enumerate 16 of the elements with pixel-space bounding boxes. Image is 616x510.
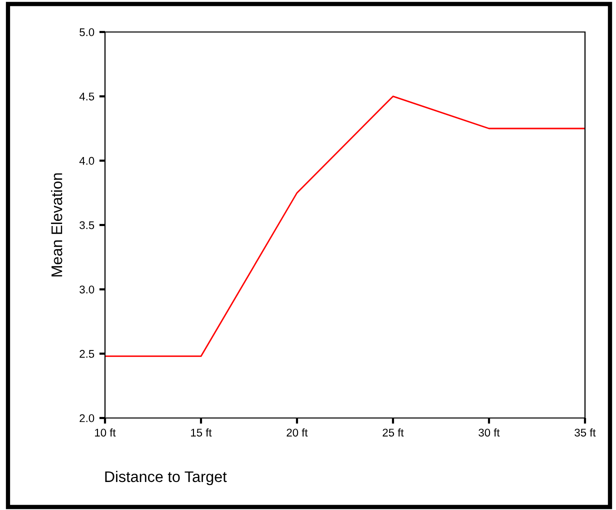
- x-axis-title: Distance to Target: [105, 470, 227, 486]
- y-axis-title: Mean Elevation: [51, 173, 62, 276]
- x-tick-label: 15 ft: [191, 428, 212, 437]
- y-tick-label: 2.5: [80, 350, 94, 358]
- x-tick-label: 30 ft: [478, 428, 500, 437]
- x-tick-label: 35 ft: [574, 428, 596, 437]
- line-series: [105, 96, 585, 357]
- y-tick-label: 2.0: [80, 414, 94, 422]
- x-tick-label: 10 ft: [95, 428, 116, 437]
- x-tick-label: 25 ft: [382, 428, 404, 437]
- y-tick-label: 3.0: [80, 286, 94, 294]
- y-tick-label: 5.0: [80, 28, 94, 36]
- x-tick-label: 20 ft: [286, 428, 308, 437]
- y-tick-label: 4.0: [79, 156, 94, 165]
- y-tick-label: 3.5: [80, 221, 94, 230]
- y-tick-label: 4.5: [79, 92, 94, 100]
